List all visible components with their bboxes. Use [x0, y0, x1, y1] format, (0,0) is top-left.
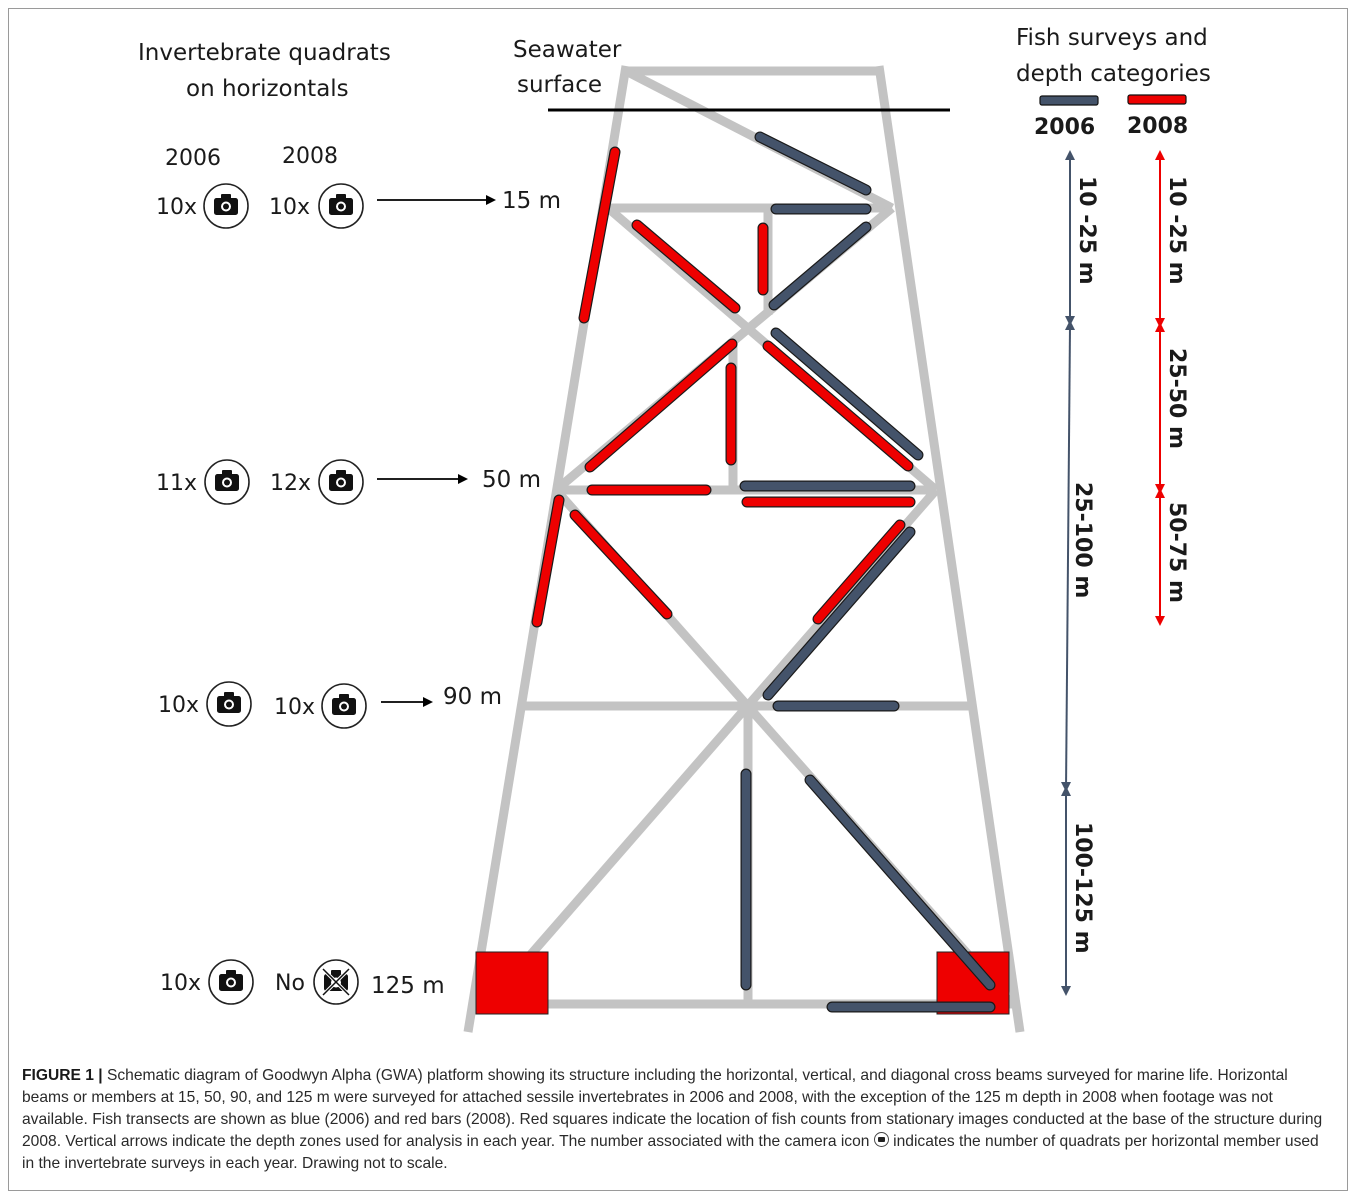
legend-year-2008: 2008 [1127, 114, 1188, 139]
zone-2006-25-100: 25-100 m [1070, 482, 1095, 598]
legend-swatch-2008 [1127, 94, 1187, 105]
zone-2006-100-125: 100-125 m [1070, 822, 1095, 954]
legend-year-2006: 2006 [1034, 115, 1095, 140]
caption-label: FIGURE 1 | [22, 1067, 103, 1084]
caption-text-end: indicates the number of quadrats per hor… [22, 1133, 1319, 1172]
quadrat-count-2006: 11x [156, 471, 197, 496]
depth-label: 50 m [482, 467, 541, 493]
camera-icon [208, 959, 254, 1005]
camera-icon [321, 683, 367, 729]
year-2008-header: 2008 [282, 144, 338, 169]
camera-icon [204, 459, 250, 505]
zone-2006-10-25: 10 -25 m [1074, 176, 1099, 285]
quadrat-count-2008: No [275, 971, 305, 996]
left-header-line1: Invertebrate quadrats [138, 40, 391, 66]
quadrat-count-2008: 10x [269, 195, 310, 220]
depth-label: 125 m [371, 973, 445, 999]
legend-title-line1: Fish surveys and [1016, 25, 1208, 51]
legend-title-line2: depth categories [1016, 61, 1211, 87]
left-header-line2: on horizontals [186, 76, 349, 102]
platform-diagram: Seawater surface [138, 25, 1211, 1033]
depth-zones-2008 [1155, 150, 1165, 626]
figure-caption: FIGURE 1 | Schematic diagram of Goodwyn … [22, 1065, 1334, 1175]
camera-icon [318, 183, 364, 229]
surface-label-line1: Seawater [513, 37, 622, 63]
zone-2008-10-25: 10 -25 m [1164, 176, 1189, 285]
camera-icon [206, 681, 252, 727]
camera-icon [873, 1132, 889, 1147]
camera-icon [318, 459, 364, 505]
depth-zones-2006 [1061, 150, 1075, 996]
quadrat-count-2006: 10x [158, 693, 199, 718]
quadrat-count-2006: 10x [156, 195, 197, 220]
depth-label: 15 m [502, 188, 561, 214]
camera-crossed-icon [313, 959, 359, 1005]
legend: Fish surveys and depth categories 2006 2… [1016, 25, 1211, 140]
depth-label: 90 m [443, 684, 502, 710]
surface-label-line2: surface [517, 72, 602, 98]
caption-text: Schematic diagram of Goodwyn Alpha (GWA)… [22, 1067, 1323, 1150]
fish-transects-2008 [531, 146, 916, 628]
right-leg [874, 65, 1025, 1033]
quadrat-count-2008: 10x [274, 695, 315, 720]
camera-icon [203, 183, 249, 229]
quadrat-count-2006: 10x [160, 971, 201, 996]
zone-2008-50-75: 50-75 m [1164, 502, 1189, 603]
year-2006-header: 2006 [165, 146, 221, 171]
figure-frame [8, 8, 1348, 1191]
zone-2008-25-50: 25-50 m [1164, 348, 1189, 449]
legend-swatch-2006 [1039, 95, 1099, 106]
depth-row-15m: 10x 10x 15 m [156, 183, 561, 229]
stationary-count-square-left [475, 951, 549, 1015]
quadrat-count-2008: 12x [270, 471, 311, 496]
depth-row-125m: 10x No 125 m [160, 959, 445, 1005]
depth-row-90m: 10x 10x 90 m [158, 681, 502, 729]
depth-row-50m: 11x 12x 50 m [156, 459, 541, 505]
